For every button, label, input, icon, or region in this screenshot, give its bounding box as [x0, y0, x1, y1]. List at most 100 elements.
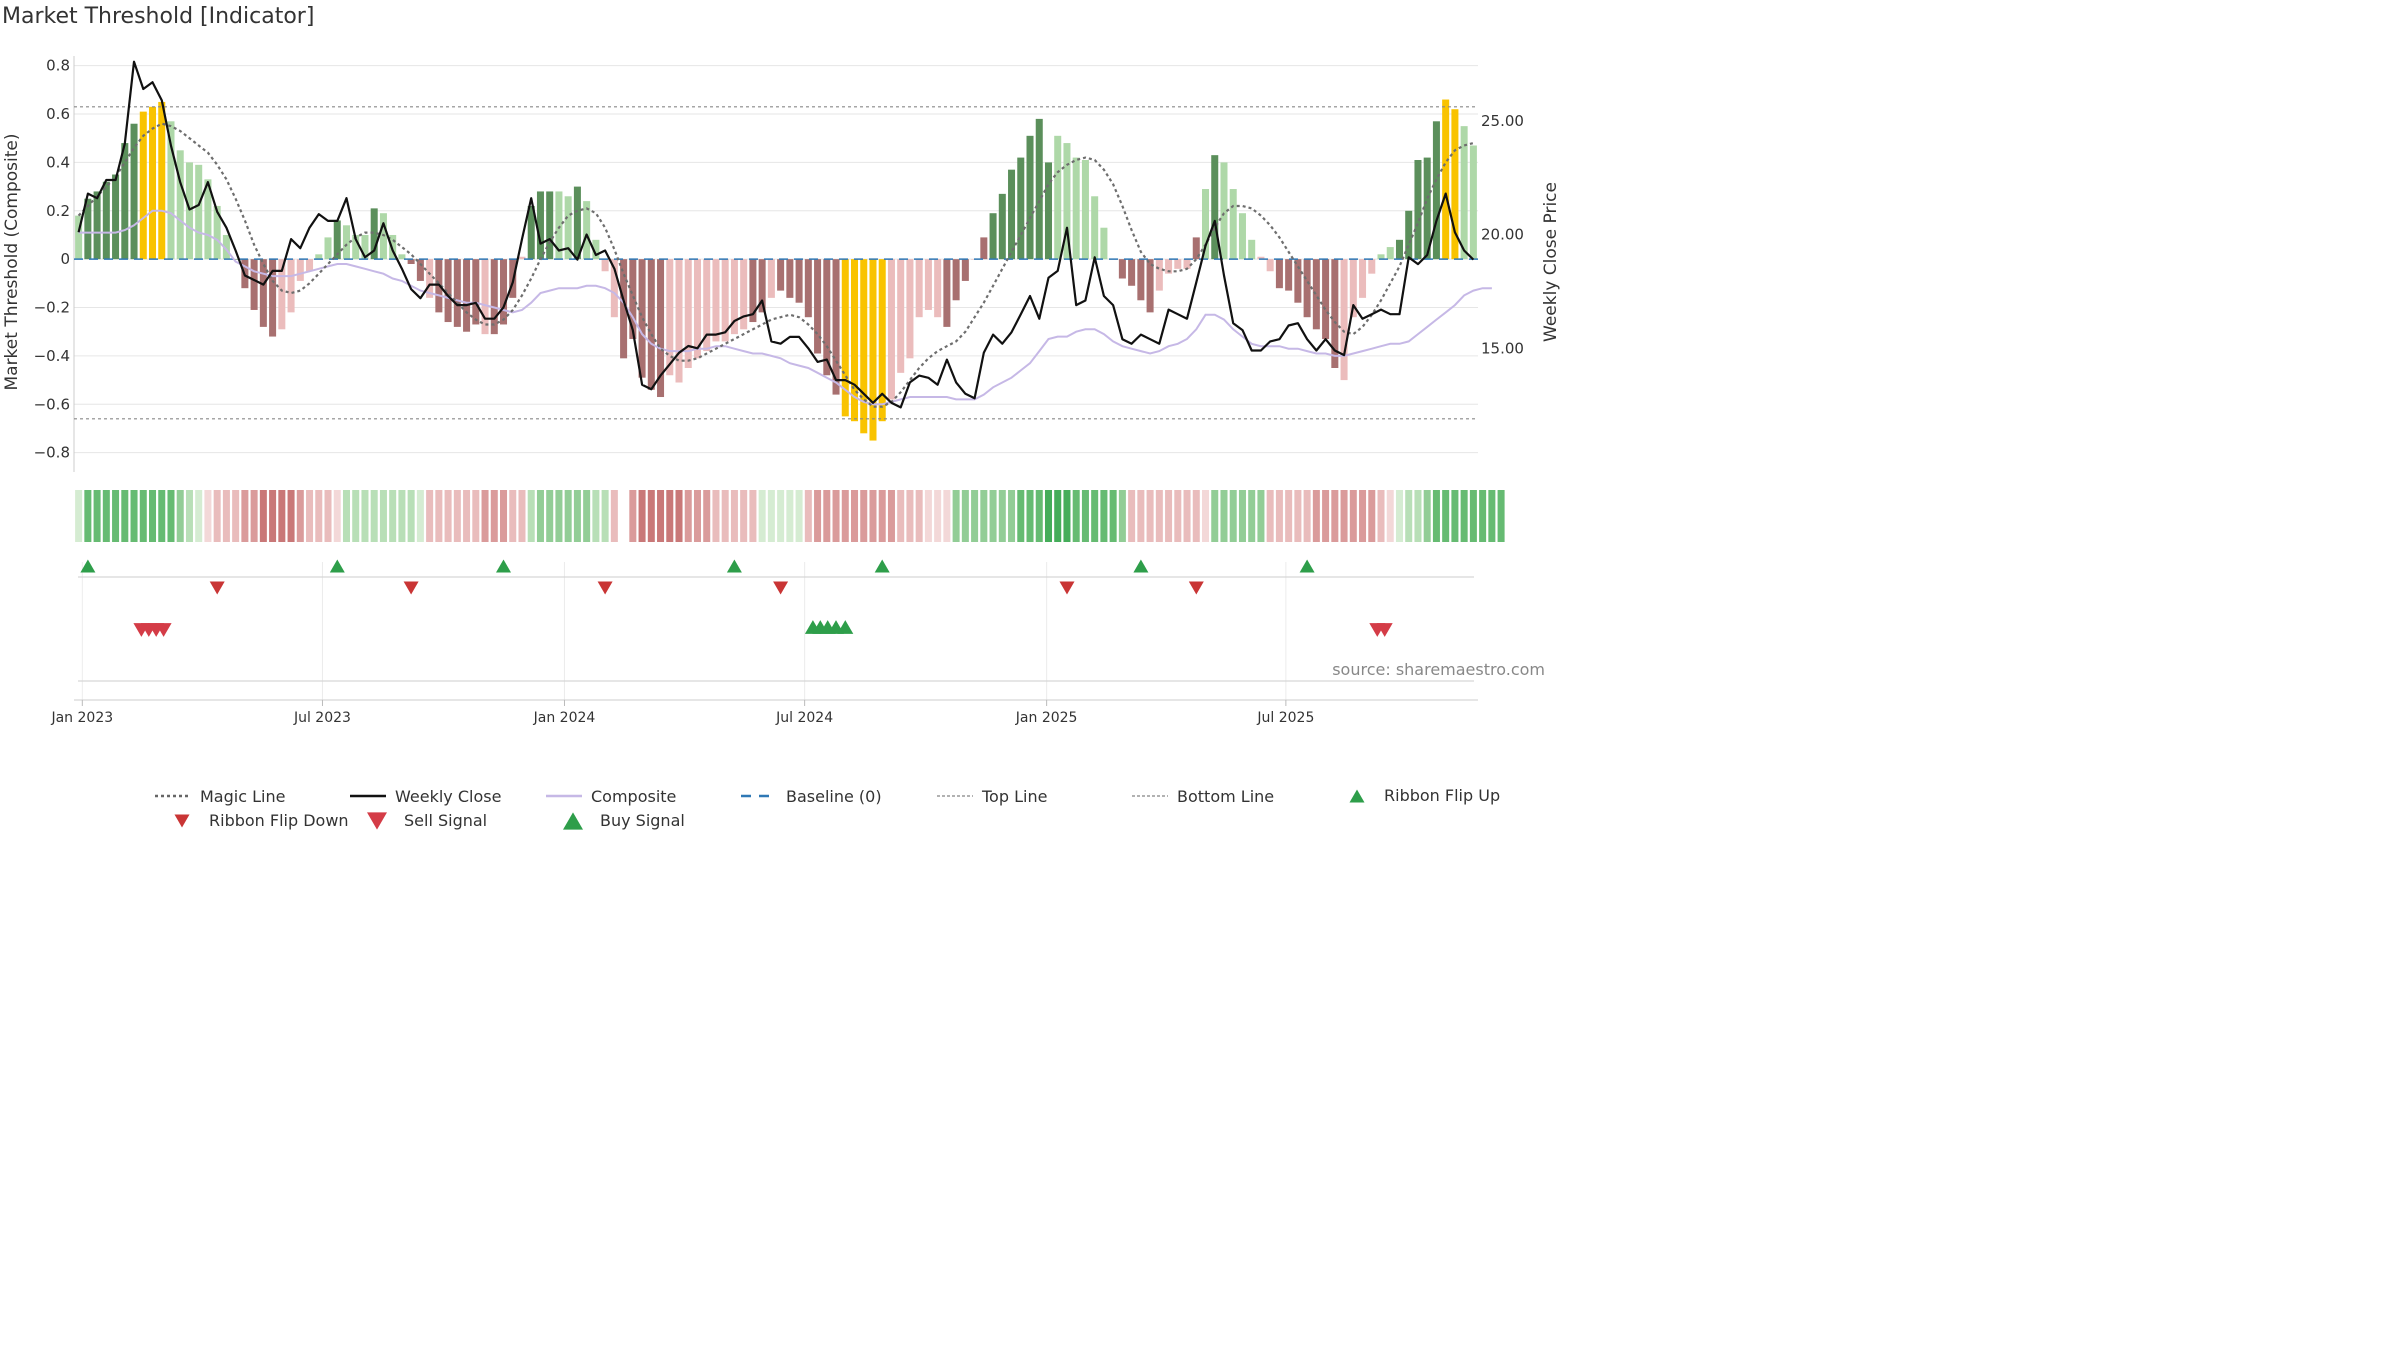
- ribbon-cell: [823, 490, 831, 542]
- ribbon-cell: [1469, 490, 1477, 542]
- y-tick-label: 0.2: [46, 202, 70, 220]
- composite-bar: [1312, 259, 1320, 330]
- ribbon-cell: [647, 490, 655, 542]
- ribbon-cell: [324, 490, 332, 542]
- ribbon-cell: [786, 490, 794, 542]
- ribbon-cell: [546, 490, 554, 542]
- composite-bar: [416, 259, 424, 281]
- ribbon-cell: [980, 490, 988, 542]
- composite-bar: [952, 259, 960, 301]
- ribbon-cell: [1275, 490, 1283, 542]
- composite-bar: [1322, 259, 1330, 339]
- composite-bar: [1469, 145, 1477, 260]
- ribbon-cell: [444, 490, 452, 542]
- composite-bar: [1349, 259, 1357, 318]
- composite-bar: [749, 259, 757, 323]
- ribbon-cell: [952, 490, 960, 542]
- ribbon-cell: [703, 490, 711, 542]
- ribbon-cell: [389, 490, 397, 542]
- y-tick-label: 0: [60, 250, 70, 268]
- composite-bar: [823, 259, 831, 376]
- composite-bar: [130, 123, 138, 260]
- composite-bar: [1285, 259, 1293, 291]
- ribbon-cell: [416, 490, 424, 542]
- source-label: source: sharemaestro.com: [1332, 660, 1545, 679]
- ribbon-cell: [1386, 490, 1394, 542]
- composite-bar: [546, 191, 554, 260]
- composite-bar: [315, 254, 323, 260]
- ribbon-cell: [1442, 490, 1450, 542]
- composite-bar: [1294, 259, 1302, 303]
- ribbon-cell: [149, 490, 157, 542]
- weekly-close-line: [77, 60, 1475, 409]
- composite-bar: [213, 205, 221, 260]
- x-tick-label: Jul 2025: [1256, 710, 1314, 726]
- composite-bar: [333, 220, 341, 260]
- legend-label: Ribbon Flip Up: [1384, 786, 1500, 805]
- composite-bar: [564, 196, 572, 260]
- legend-label: Magic Line: [200, 787, 285, 806]
- x-tick-label: Jul 2024: [775, 710, 833, 726]
- x-tick-label: Jan 2024: [533, 710, 596, 726]
- composite-line: [78, 209, 1492, 406]
- ribbon-cell: [518, 490, 526, 542]
- ribbon-cell: [749, 490, 757, 542]
- ribbon-cell: [851, 490, 859, 542]
- ribbon-cell: [130, 490, 138, 542]
- ribbon-cell: [1072, 490, 1080, 542]
- ribbon-cell: [1054, 490, 1062, 542]
- ribbon-cell: [564, 490, 572, 542]
- composite-bar: [500, 259, 508, 325]
- composite-bar: [527, 205, 535, 260]
- composite-bar: [1192, 237, 1200, 260]
- ribbon-cell: [1266, 490, 1274, 542]
- ribbon-cell: [315, 490, 323, 542]
- composite-bar: [222, 234, 230, 260]
- ribbon-cell: [1377, 490, 1385, 542]
- ribbon-cell: [721, 490, 729, 542]
- composite-bar: [149, 106, 157, 260]
- legend-label: Composite: [591, 787, 676, 806]
- composite-bar: [370, 208, 378, 260]
- composite-bar: [693, 259, 701, 359]
- ribbon-cell: [158, 490, 166, 542]
- ribbon-cell: [961, 490, 969, 542]
- composite-bar: [657, 259, 665, 398]
- ribbon-cell: [1081, 490, 1089, 542]
- composite-bar: [1128, 259, 1136, 286]
- composite-bar: [1460, 126, 1468, 260]
- composite-bar: [998, 193, 1006, 260]
- composite-bar: [1035, 118, 1043, 260]
- ribbon-cell: [878, 490, 886, 542]
- composite-bar: [924, 259, 932, 310]
- legend-marker: [174, 814, 190, 828]
- ribbon-cell: [860, 490, 868, 542]
- composite-bar: [934, 259, 942, 318]
- composite-bar: [684, 259, 692, 368]
- composite-bar: [75, 215, 83, 260]
- ribbon-cell: [777, 490, 785, 542]
- ribbon-cell: [1359, 490, 1367, 542]
- composite-bar: [1026, 135, 1034, 260]
- legend-label: Weekly Close: [395, 787, 501, 806]
- ribbon-cell: [1118, 490, 1126, 542]
- composite-bar: [675, 259, 683, 383]
- y-tick-label: −0.2: [34, 299, 70, 317]
- composite-bar: [398, 254, 406, 260]
- composite-bar: [832, 259, 840, 395]
- ribbon-cell: [934, 490, 942, 542]
- legend-item: Sell Signal: [367, 811, 487, 830]
- ribbon-cell: [398, 490, 406, 542]
- composite-bar: [1451, 109, 1459, 260]
- ribbon-cell: [1165, 490, 1173, 542]
- composite-bar: [1248, 239, 1256, 260]
- ribbon-cell: [1423, 490, 1431, 542]
- ribbon-cell: [361, 490, 369, 542]
- ribbon-cell: [989, 490, 997, 542]
- ribbon-cell: [758, 490, 766, 542]
- legend-item: Ribbon Flip Up: [1349, 786, 1500, 805]
- composite-bar: [1091, 196, 1099, 260]
- composite-bar: [1155, 259, 1163, 291]
- composite-bar: [453, 259, 461, 327]
- composite-bar: [758, 259, 766, 313]
